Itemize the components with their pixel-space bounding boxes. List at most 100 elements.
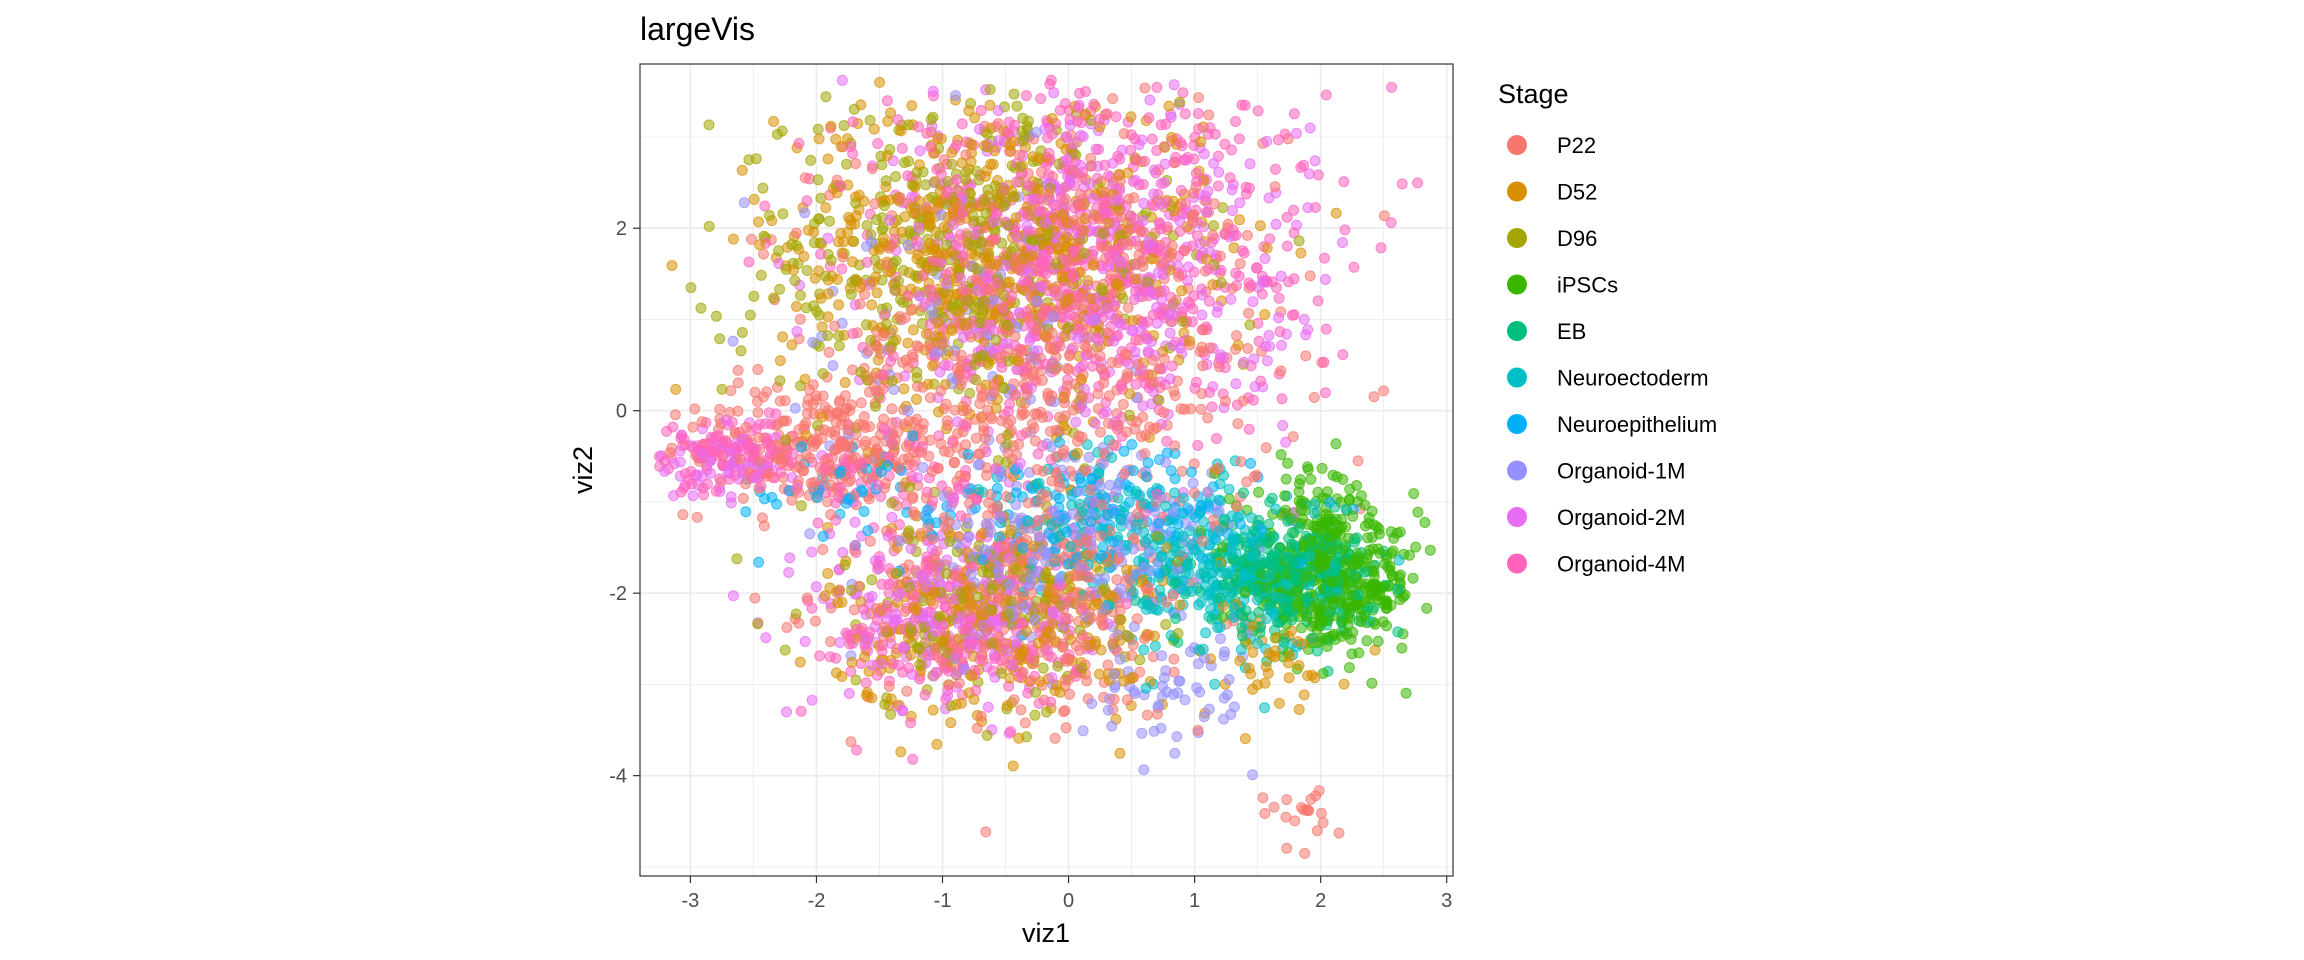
data-point [725, 491, 737, 503]
data-point [765, 418, 777, 430]
data-point [1281, 794, 1293, 806]
data-point [1029, 435, 1041, 447]
data-point [883, 680, 895, 692]
data-point [1060, 722, 1072, 734]
data-point [1105, 321, 1117, 332]
data-point [687, 490, 699, 502]
data-point [902, 155, 914, 167]
data-point [1176, 285, 1188, 297]
data-point [1337, 237, 1348, 248]
data-point [1320, 323, 1332, 335]
data-point [1193, 123, 1205, 135]
data-point [974, 317, 986, 329]
data-point [804, 528, 816, 540]
data-point [902, 527, 914, 539]
data-point [1072, 447, 1083, 459]
data-point [1077, 360, 1089, 372]
data-point [749, 386, 761, 398]
data-point [885, 708, 897, 720]
data-point [768, 292, 780, 304]
data-point [825, 636, 836, 648]
data-point [779, 644, 791, 656]
data-point [817, 368, 829, 380]
data-point [725, 385, 737, 397]
data-point [714, 403, 726, 415]
data-point [833, 299, 845, 311]
data-point [1192, 108, 1204, 119]
data-point [1137, 260, 1149, 272]
data-point [748, 193, 760, 205]
data-point [740, 506, 752, 518]
data-point [979, 295, 991, 307]
data-point [1339, 224, 1351, 236]
data-point [1366, 677, 1378, 689]
data-point [1202, 486, 1214, 498]
data-point [1166, 360, 1178, 372]
data-point [1199, 190, 1211, 202]
data-point [1025, 675, 1037, 687]
data-point [1114, 653, 1126, 665]
data-point [1029, 709, 1041, 721]
data-point [798, 250, 810, 262]
data-point [1213, 505, 1225, 517]
data-point [1218, 713, 1230, 725]
data-point [1049, 732, 1061, 744]
data-point [806, 694, 818, 706]
data-point [1084, 178, 1096, 190]
data-point [1139, 82, 1151, 94]
data-point [822, 288, 834, 300]
data-point [1232, 418, 1244, 430]
data-point [993, 135, 1004, 147]
data-point [1111, 279, 1123, 290]
data-point [823, 346, 835, 358]
data-point [738, 197, 750, 209]
data-point [1101, 509, 1113, 520]
data-point [1017, 666, 1029, 678]
data-point [1004, 398, 1016, 410]
data-point [790, 608, 802, 620]
data-point [810, 581, 822, 593]
data-point [1115, 614, 1127, 626]
data-point [1177, 87, 1189, 99]
data-point [1259, 253, 1271, 264]
data-point [1215, 633, 1226, 645]
data-point [965, 568, 977, 580]
data-point [1215, 277, 1227, 289]
data-point [1209, 128, 1221, 140]
data-point [695, 302, 707, 314]
data-point [1256, 288, 1268, 300]
data-point [1108, 439, 1120, 451]
data-point [1219, 362, 1231, 374]
data-point [1086, 360, 1098, 372]
data-point [669, 409, 681, 421]
data-point [1172, 518, 1184, 530]
data-point [1008, 88, 1020, 100]
data-point [975, 215, 987, 227]
data-point [1147, 354, 1159, 366]
data-point [1059, 330, 1071, 342]
data-point [1134, 654, 1146, 666]
data-point [1270, 218, 1282, 230]
data-point [685, 282, 697, 294]
data-point [761, 386, 773, 398]
data-point [1062, 674, 1074, 686]
data-point [1200, 627, 1212, 639]
data-point [1242, 343, 1254, 354]
data-point [776, 125, 788, 137]
data-point [1208, 220, 1220, 232]
data-point [1093, 113, 1105, 125]
data-point [820, 91, 832, 103]
data-point [1361, 635, 1373, 647]
data-point [1319, 252, 1330, 264]
data-point [817, 544, 829, 555]
data-point [903, 559, 915, 571]
data-point [1275, 365, 1287, 377]
data-point [1239, 733, 1251, 745]
data-point [710, 485, 722, 497]
data-point [847, 235, 859, 247]
data-point [960, 174, 972, 185]
data-point [777, 208, 789, 220]
data-point [1081, 675, 1093, 687]
data-point [1412, 177, 1424, 189]
data-point [1134, 666, 1146, 678]
